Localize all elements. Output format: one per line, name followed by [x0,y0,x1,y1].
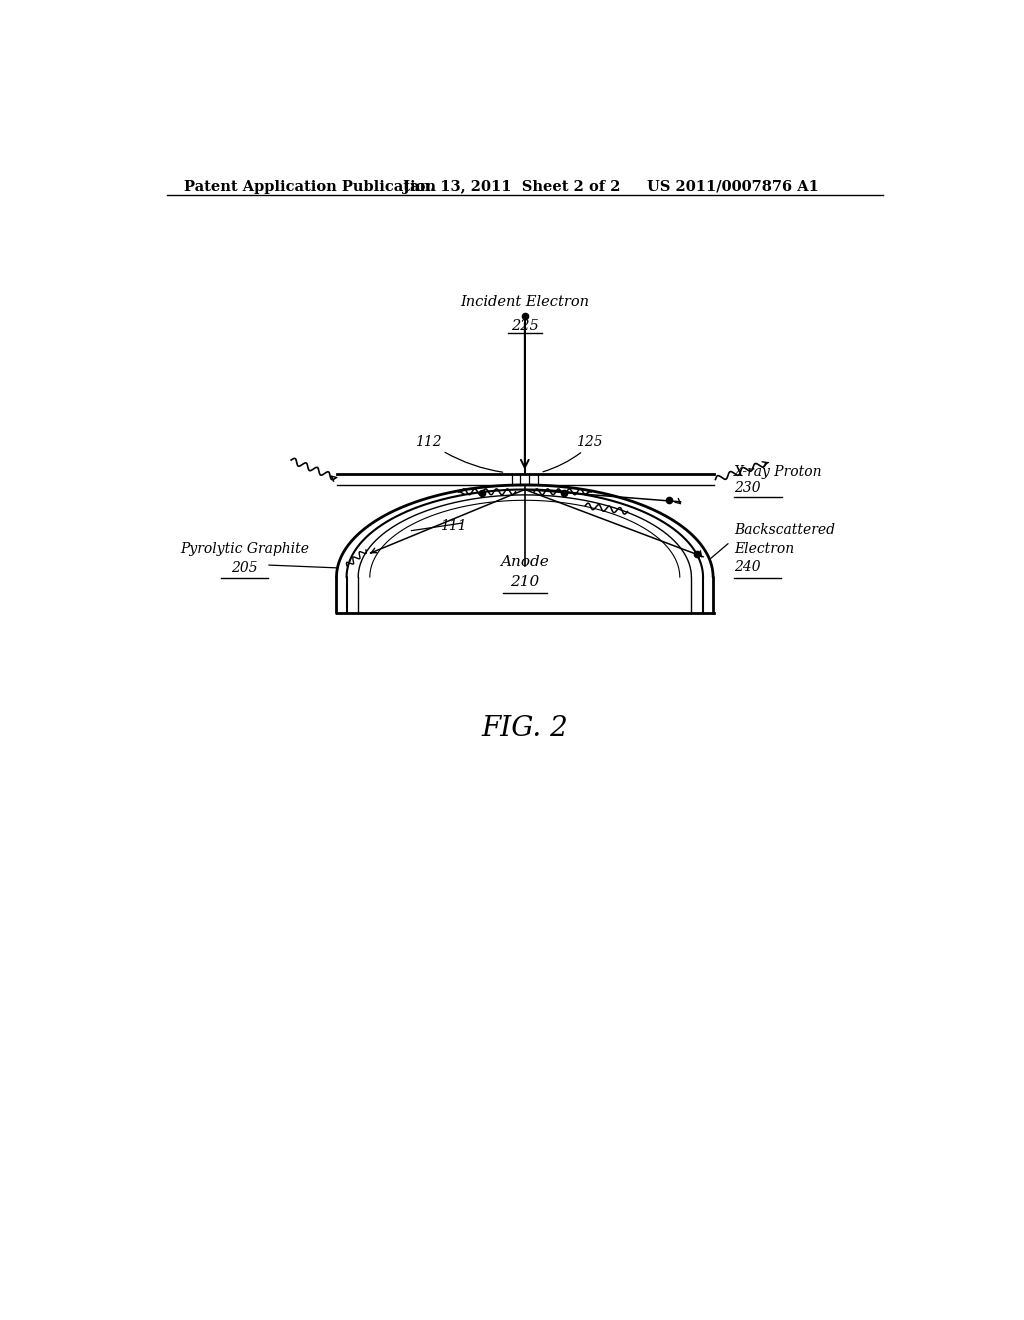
Text: 225: 225 [511,319,539,334]
Text: Anode: Anode [501,554,549,569]
Text: 125: 125 [575,434,602,449]
Text: Patent Application Publication: Patent Application Publication [183,180,436,194]
Text: X-ray Proton: X-ray Proton [734,465,822,479]
Text: Incident Electron: Incident Electron [461,294,589,309]
Text: Electron: Electron [734,541,795,556]
Text: Pyrolytic Graphite: Pyrolytic Graphite [180,541,309,556]
Text: FIG. 2: FIG. 2 [481,714,568,742]
Text: 240: 240 [734,560,761,574]
Text: 210: 210 [510,576,540,589]
Text: Jan. 13, 2011  Sheet 2 of 2: Jan. 13, 2011 Sheet 2 of 2 [403,180,621,194]
Text: 205: 205 [231,561,258,576]
Text: 112: 112 [416,434,442,449]
Text: 230: 230 [734,480,761,495]
Text: Backscattered: Backscattered [734,523,835,537]
Text: 111: 111 [440,520,467,533]
Text: US 2011/0007876 A1: US 2011/0007876 A1 [647,180,819,194]
